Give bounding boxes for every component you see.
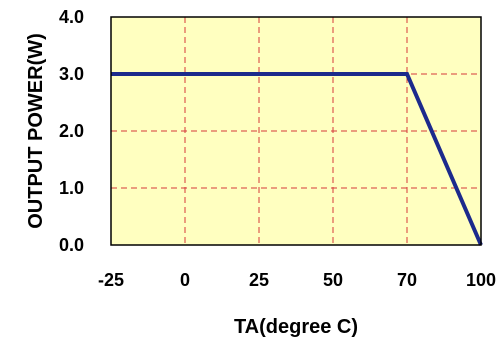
y-tick-labels: 0.0 1.0 2.0 3.0 4.0 <box>59 7 84 255</box>
series-layer <box>111 72 483 246</box>
y-tick-label: 1.0 <box>59 178 84 198</box>
grid-lines <box>111 17 481 245</box>
series-line <box>111 72 483 246</box>
x-tick-label: 50 <box>323 270 343 290</box>
x-axis-label: TA(degree C) <box>234 316 358 338</box>
y-tick-label: 0.0 <box>59 235 84 255</box>
x-tick-label: 0 <box>180 270 190 290</box>
y-axis-label: OUTPUT POWER(W) <box>25 33 47 229</box>
x-tick-label: 100 <box>466 270 496 290</box>
x-tick-label: 70 <box>397 270 417 290</box>
y-tick-label: 3.0 <box>59 64 84 84</box>
x-tick-label: 25 <box>249 270 269 290</box>
x-tick-labels: -25 0 25 50 70 100 <box>98 270 496 290</box>
x-tick-label: -25 <box>98 270 124 290</box>
y-tick-label: 4.0 <box>59 7 84 27</box>
plot-frame <box>110 16 482 246</box>
y-tick-label: 2.0 <box>59 121 84 141</box>
